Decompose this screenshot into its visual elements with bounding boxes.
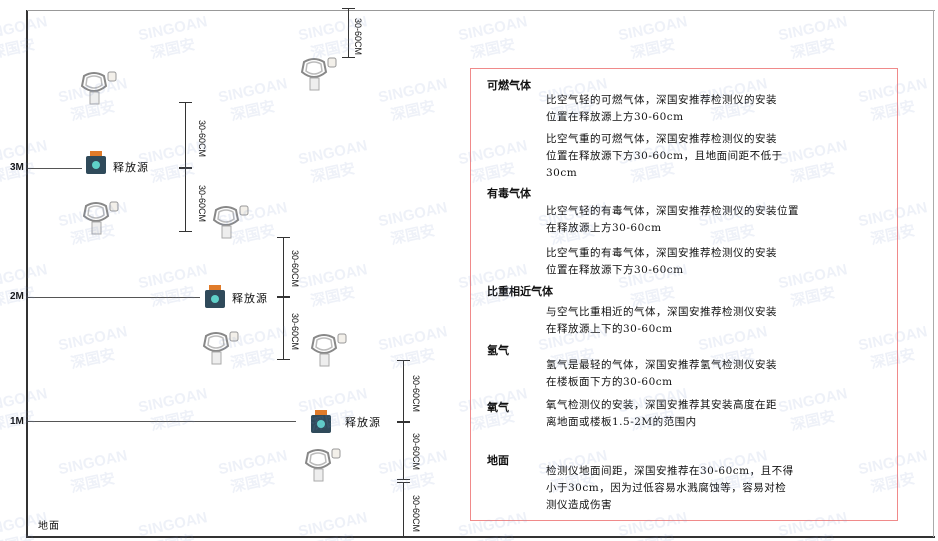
heading-ground: 地面 <box>487 454 509 467</box>
gas-detector-icon <box>302 447 342 483</box>
watermark: SINGOAN 深国安 <box>456 13 529 64</box>
note-paragraph: 比空气重的可燃气体，深国安推荐检测仪的安装 位置在释放源下方30-60cm，且地面… <box>546 133 783 179</box>
heading-hydrogen: 氢气 <box>487 344 509 357</box>
dimension-label: 30-60CM <box>411 433 421 471</box>
source-label: 释放源 <box>113 161 149 174</box>
gas-detector-icon <box>80 200 120 236</box>
note-paragraph: 氢气是最轻的气体，深国安推荐氢气检测仪安装 在楼板面下方的30-60cm <box>546 359 777 388</box>
watermark: SINGOAN 深国安 <box>136 385 209 436</box>
dimension-label: 30-60CM <box>290 250 300 288</box>
watermark: SINGOAN 深国安 <box>216 447 289 498</box>
level-3m-line <box>28 168 82 169</box>
dimension-label: 30-60CM <box>353 18 363 56</box>
watermark: SINGOAN 深国安 <box>376 323 449 374</box>
right-edge-line <box>933 10 934 537</box>
release-source-icon <box>83 150 109 176</box>
gas-detector-icon <box>78 70 118 106</box>
level-1m: 1M <box>10 416 24 427</box>
note-paragraph: 检测仪地面间距，深国安推荐在30-60cm，且不得 小于30cm，因为过低容易水溅… <box>546 465 794 511</box>
note-paragraph: 氧气检测仪的安装，深国安推荐其安装高度在距 离地面或楼板1.5-2M的范围内 <box>546 399 777 428</box>
dimension-line <box>277 237 290 297</box>
floor-line <box>27 536 935 538</box>
watermark: SINGOAN 深国安 <box>56 447 129 498</box>
release-source-icon <box>308 409 334 435</box>
ground-label: 地面 <box>38 521 60 532</box>
heading-similar-density: 比重相近气体 <box>487 285 553 298</box>
installation-notes-panel: 可燃气体 比空气轻的可燃气体，深国安推荐检测仪的安装 位置在释放源上方30-60c… <box>470 68 898 521</box>
watermark: SINGOAN 深国安 <box>216 75 289 126</box>
dimension-line <box>397 422 410 480</box>
dimension-label: 30-60CM <box>411 495 421 533</box>
dimension-line <box>179 168 192 232</box>
watermark: SINGOAN 深国安 <box>56 323 129 374</box>
level-1m-line <box>28 421 296 422</box>
watermark: SINGOAN 深国安 <box>376 75 449 126</box>
gas-detector-icon <box>210 204 250 240</box>
dimension-label: 30-60CM <box>290 313 300 351</box>
source-label: 释放源 <box>232 292 268 305</box>
gas-detector-icon <box>200 330 240 366</box>
release-source-icon <box>202 284 228 310</box>
note-paragraph: 比空气轻的可燃气体，深国安推荐检测仪的安装 位置在释放源上方30-60cm <box>546 94 777 123</box>
dimension-line <box>397 360 410 422</box>
watermark: SINGOAN 深国安 <box>296 137 369 188</box>
note-paragraph: 比空气重的有毒气体，深国安推荐检测仪的安装 位置在释放源下方30-60cm <box>546 247 777 276</box>
dimension-line <box>179 102 192 168</box>
watermark: SINGOAN 深国安 <box>616 13 689 64</box>
gas-detector-icon <box>298 56 338 92</box>
watermark: SINGOAN 深国安 <box>776 13 849 64</box>
wall-line <box>26 10 28 538</box>
level-2m: 2M <box>10 291 24 302</box>
ceiling-line <box>27 10 935 11</box>
note-paragraph: 比空气轻的有毒气体，深国安推荐检测仪的安装位置 在释放源上方30-60cm <box>546 205 799 234</box>
dimension-label: 30-60CM <box>197 185 207 223</box>
note-paragraph: 与空气比重相近的气体，深国安推荐检测仪安装 在释放源上下的30-60cm <box>546 306 777 335</box>
dimension-line <box>397 482 410 537</box>
heading-toxic: 有毒气体 <box>487 187 531 200</box>
dimension-line <box>342 8 355 58</box>
level-2m-line <box>28 297 200 298</box>
level-3m: 3M <box>10 162 24 173</box>
dimension-line <box>277 297 290 360</box>
watermark: SINGOAN 深国安 <box>296 261 369 312</box>
dimension-label: 30-60CM <box>197 120 207 158</box>
dimension-label: 30-60CM <box>411 375 421 413</box>
source-label: 释放源 <box>345 416 381 429</box>
heading-oxygen: 氧气 <box>487 401 509 414</box>
heading-flammable: 可燃气体 <box>487 79 531 92</box>
watermark: SINGOAN 深国安 <box>376 199 449 250</box>
gas-detector-icon <box>308 332 348 368</box>
watermark: SINGOAN 深国安 <box>136 13 209 64</box>
